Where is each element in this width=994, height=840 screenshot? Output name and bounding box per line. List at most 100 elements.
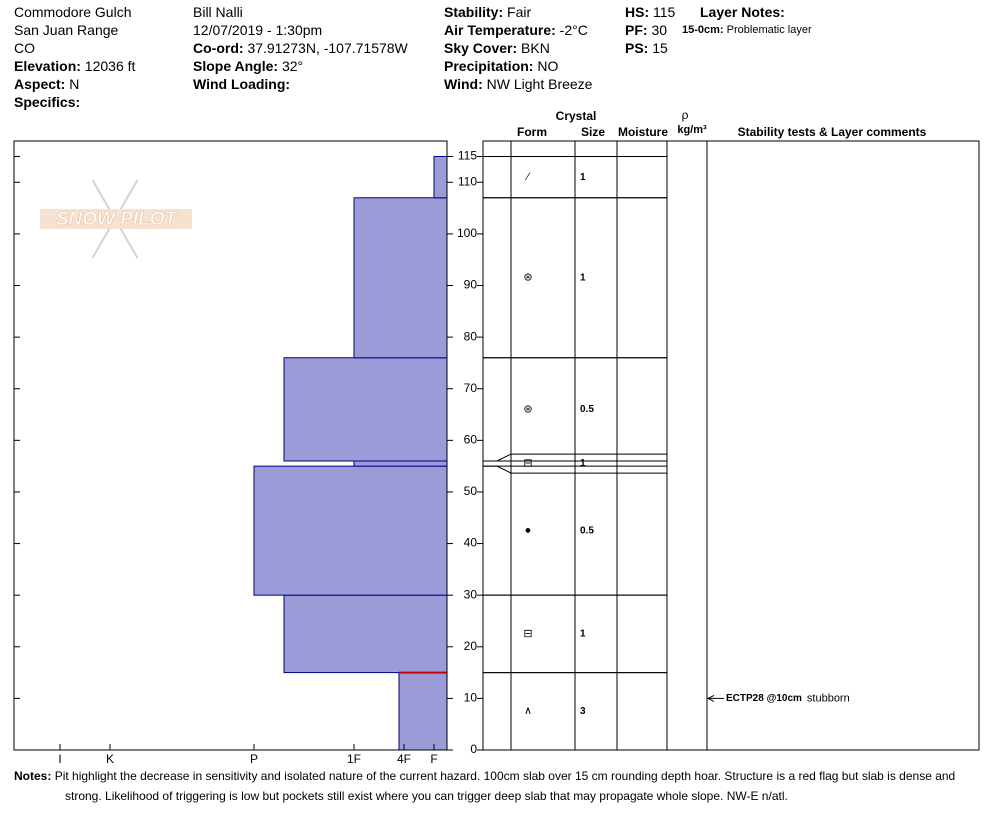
header-value: 32°	[281, 58, 304, 74]
header-text: Commodore Gulch	[14, 4, 132, 20]
x-tick-label: K	[106, 752, 114, 766]
header-field: Wind Loading:	[193, 75, 290, 93]
header-field: Specifics:	[14, 93, 80, 111]
header-value: NO	[537, 58, 559, 74]
column-header: Crystal	[556, 109, 597, 123]
y-tick-label: 40	[464, 536, 478, 550]
x-tick-label: I	[58, 752, 61, 766]
header-label: Aspect:	[14, 76, 66, 92]
header-label: HS:	[625, 4, 650, 20]
header-field: 15-0cm: Problematic layer	[682, 21, 812, 39]
y-tick-label: 115	[458, 149, 477, 163]
y-tick-label: 70	[464, 381, 478, 395]
hardness-bar	[353, 197, 448, 359]
y-tick-label: 110	[458, 174, 477, 188]
x-tick-label: 1F	[347, 752, 361, 766]
test-arrowhead	[706, 694, 715, 702]
header-label: Slope Angle:	[193, 58, 279, 74]
x-tick-label: P	[250, 752, 258, 766]
column-header: Moisture	[618, 125, 668, 139]
column-header: Size	[581, 125, 605, 139]
y-tick-label: 90	[464, 278, 478, 292]
test-comment: stubborn	[807, 692, 850, 704]
header-field: Stability: Fair	[444, 3, 531, 21]
header-text: Bill Nalli	[193, 4, 243, 20]
notes-text: Pit highlight the decrease in sensitivit…	[54, 769, 956, 803]
header-value: NW Light Breeze	[486, 76, 593, 92]
column-header: Stability tests & Layer comments	[738, 125, 927, 139]
header-label: Wind Loading:	[193, 76, 291, 92]
hardness-bar	[398, 672, 448, 751]
header-value: 30	[651, 22, 668, 38]
header-field: 12/07/2019 - 1:30pm	[193, 21, 322, 39]
crystal-size: 1	[580, 458, 586, 469]
hardness-bar	[253, 465, 448, 596]
x-tick-label: F	[430, 752, 437, 766]
crystal-size: 1	[580, 272, 586, 283]
header-label: Layer Notes:	[700, 4, 785, 20]
y-tick-label: 60	[464, 433, 478, 447]
y-tick-label: 30	[464, 587, 478, 601]
header-label: Air Temperature:	[444, 22, 556, 38]
header-field: PF: 30	[625, 21, 667, 39]
y-tick-label: 0	[470, 742, 477, 756]
header-field: Elevation: 12036 ft	[14, 57, 135, 75]
logo: SNOW PILOT	[40, 179, 192, 259]
header-field: Precipitation: NO	[444, 57, 558, 75]
header-label: Precipitation:	[444, 58, 534, 74]
crystal-size: 0.5	[580, 525, 594, 536]
header-value: 12036 ft	[84, 58, 136, 74]
header-value: BKN	[521, 40, 550, 56]
header-field: Layer Notes:	[700, 3, 785, 21]
notes-label: Notes:	[14, 769, 52, 783]
crystal-form: ⊟	[523, 457, 532, 469]
header-label: 15-0cm:	[682, 24, 724, 36]
header-label: PF:	[625, 22, 648, 38]
header-field: PS: 15	[625, 39, 668, 57]
header-label: Co-ord:	[193, 40, 244, 56]
header-field: Bill Nalli	[193, 3, 243, 21]
logo-text: SNOW PILOT	[56, 209, 178, 230]
header-value: -2°C	[559, 22, 588, 38]
header-field: San Juan Range	[14, 21, 118, 39]
layer-boundary	[483, 465, 667, 474]
hardness-bar	[353, 460, 448, 467]
header-value: 37.91273N, -107.71578W	[247, 40, 408, 56]
header-value: 115	[653, 4, 676, 20]
hardness-bar	[283, 594, 448, 674]
hardness-bar	[433, 155, 448, 199]
header-label: Stability:	[444, 4, 504, 20]
crystal-form: ⊛	[523, 272, 532, 284]
hardness-frame	[13, 140, 448, 751]
header-label: Wind:	[444, 76, 483, 92]
header-field: Air Temperature: -2°C	[444, 21, 588, 39]
crystal-size: 3	[580, 706, 586, 717]
crystal-form: ⊛	[523, 403, 532, 415]
table-frame	[482, 140, 980, 751]
y-tick-label: 10	[464, 691, 478, 705]
crystal-form: ∧	[524, 705, 532, 717]
header-value: 15	[652, 40, 668, 56]
crystal-form: ⁄	[524, 171, 531, 183]
header-field: Slope Angle: 32°	[193, 57, 303, 75]
header-field: Wind: NW Light Breeze	[444, 75, 592, 93]
notes: Notes: Pit highlight the decrease in sen…	[14, 766, 980, 806]
crystal-size: 1	[580, 172, 586, 183]
header-field: Co-ord: 37.91273N, -107.71578W	[193, 39, 408, 57]
header-label: PS:	[625, 40, 649, 56]
crystal-form: ●	[525, 525, 532, 537]
header-value: N	[69, 76, 80, 92]
header-field: CO	[14, 39, 35, 57]
header-field: HS: 115	[625, 3, 675, 21]
header-field: Aspect: N	[14, 75, 79, 93]
header-field: Commodore Gulch	[14, 3, 132, 21]
header-label: Elevation:	[14, 58, 81, 74]
crystal-size: 0.5	[580, 404, 594, 415]
column-header: ρ	[682, 108, 689, 122]
y-tick-label: 20	[464, 639, 478, 653]
header-label: Sky Cover:	[444, 40, 518, 56]
header-text: 12/07/2019 - 1:30pm	[193, 22, 323, 38]
header-value: Fair	[507, 4, 532, 20]
test-result: ECTP28 @10cm	[726, 693, 802, 704]
header-value: Problematic layer	[726, 24, 812, 36]
